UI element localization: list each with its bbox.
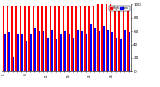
Bar	[80, 6, 81, 71]
Bar	[15, 6, 17, 71]
Bar	[43, 31, 44, 71]
Bar	[90, 24, 92, 71]
Bar	[107, 30, 109, 71]
Bar	[54, 6, 56, 71]
Bar	[84, 6, 86, 71]
Bar	[114, 6, 116, 71]
Bar	[60, 35, 62, 71]
Bar	[20, 6, 21, 71]
Bar	[116, 38, 117, 71]
Bar	[21, 35, 23, 71]
Bar	[56, 39, 57, 71]
Bar	[71, 6, 73, 71]
Bar	[67, 6, 68, 71]
Bar	[103, 26, 104, 71]
Bar	[101, 4, 103, 71]
Bar	[47, 38, 49, 71]
Bar	[118, 6, 120, 71]
Bar	[127, 6, 129, 71]
Bar	[37, 6, 39, 71]
Bar	[106, 4, 107, 71]
Bar	[97, 4, 99, 71]
Bar	[73, 38, 74, 71]
Bar	[45, 6, 47, 71]
Bar	[112, 32, 113, 71]
Bar	[13, 57, 14, 71]
Bar	[63, 6, 64, 71]
Bar	[81, 31, 83, 71]
Bar	[26, 41, 27, 71]
Bar	[41, 6, 43, 71]
Legend: High, Low: High, Low	[109, 6, 130, 11]
Bar	[34, 28, 36, 71]
Bar	[94, 28, 96, 71]
Bar	[17, 35, 19, 71]
Bar	[39, 31, 40, 71]
Bar	[99, 31, 100, 71]
Bar	[120, 39, 122, 71]
Bar	[7, 6, 8, 71]
Bar	[64, 31, 66, 71]
Bar	[77, 30, 79, 71]
Bar	[51, 30, 53, 71]
Bar	[24, 6, 26, 71]
Bar	[33, 6, 34, 71]
Bar	[124, 30, 126, 71]
Bar	[110, 4, 112, 71]
Bar	[86, 35, 87, 71]
Bar	[30, 35, 32, 71]
Bar	[58, 6, 60, 71]
Bar	[123, 6, 124, 71]
Bar	[28, 6, 30, 71]
Bar	[93, 6, 94, 71]
Bar	[68, 35, 70, 71]
Bar	[76, 6, 77, 71]
Bar	[3, 6, 4, 71]
Bar	[50, 6, 51, 71]
Bar	[88, 6, 90, 71]
Bar	[8, 32, 10, 71]
Bar	[4, 35, 6, 71]
Bar	[11, 6, 13, 71]
Bar	[129, 32, 130, 71]
